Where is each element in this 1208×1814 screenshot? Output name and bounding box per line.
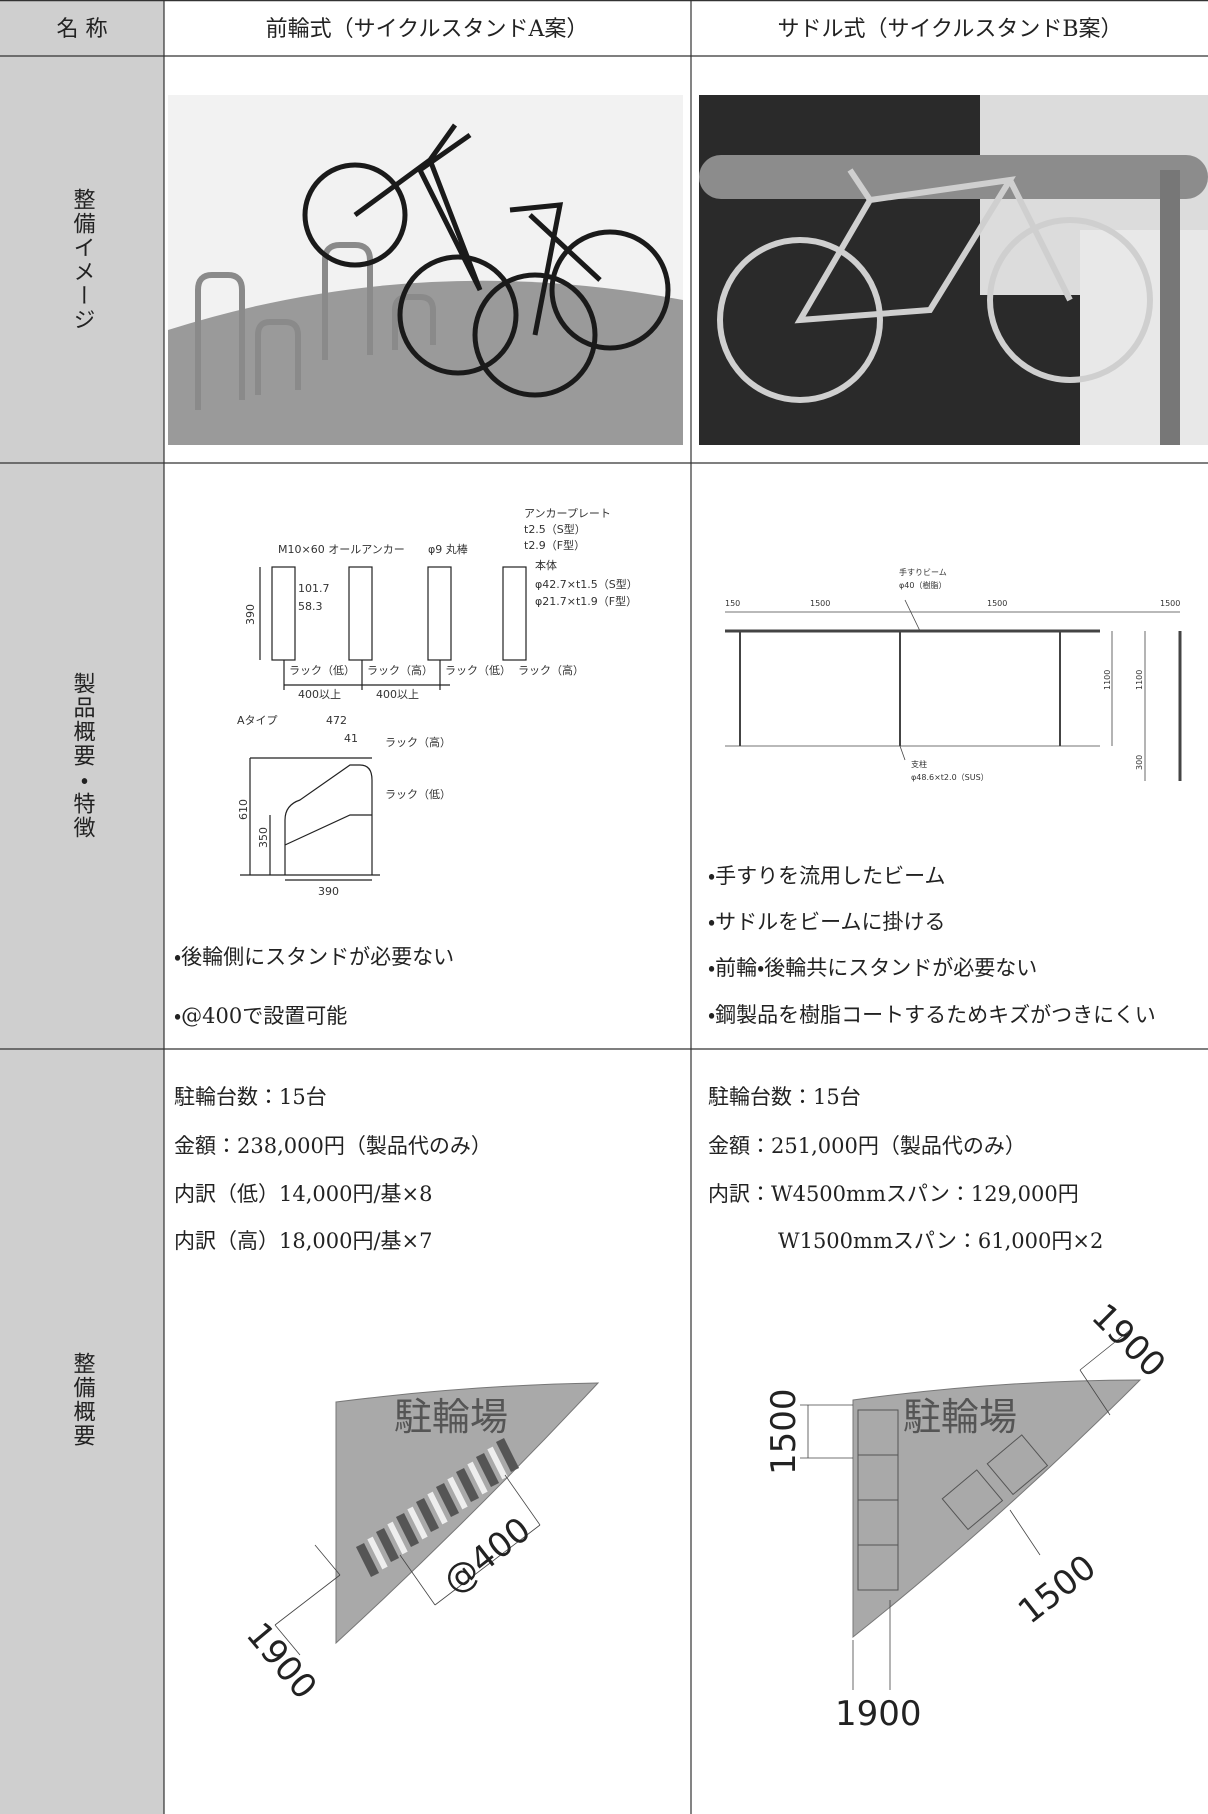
bullet: ・後輪側にスタンドが必要ない	[174, 945, 454, 969]
diagram-label: 1100	[1135, 670, 1144, 690]
diagram-label: 1500	[987, 599, 1007, 608]
diagram-label: Aタイプ	[237, 714, 278, 727]
diagram-label: 472	[326, 714, 347, 727]
plan-label: 1900	[835, 1694, 922, 1734]
plan-b	[800, 1329, 1142, 1690]
diagram-label: M10×60 オールアンカー	[278, 543, 405, 556]
diagram-label: 41	[344, 732, 358, 745]
overview-line: 内訳：W4500mmスパン：129,000円	[708, 1182, 1079, 1206]
header-col-b: サドル式（サイクルスタンドB案）	[777, 17, 1122, 42]
diagram-label: φ48.6×t2.0（SUS）	[911, 773, 989, 782]
row-label: 整備概要	[70, 1352, 96, 1448]
photo-a	[168, 95, 683, 445]
diagram-label: ラック（高）	[385, 735, 451, 749]
diagram-label: 1100	[1103, 670, 1112, 690]
diagram-label: 支柱	[911, 759, 927, 769]
plan-a	[274, 1382, 600, 1656]
diagram-label: 101.7	[298, 582, 330, 595]
row-label: 製品概要・特徴	[70, 672, 96, 840]
diagram-label: 手すりビーム	[899, 567, 947, 577]
overview-line: 内訳（高）18,000円/基×7	[174, 1229, 433, 1253]
overview-line: 金額：251,000円（製品代のみ）	[708, 1134, 1026, 1158]
diagram-label: ラック（低）	[445, 664, 511, 677]
diagram-label: 1500	[810, 599, 830, 608]
diagram-label: 400以上	[376, 688, 419, 701]
plan-title: 駐輪場	[394, 1395, 508, 1439]
overview-line: W1500mmスパン：61,000円×2	[778, 1229, 1103, 1253]
diagram-label: ラック（低）	[385, 788, 451, 801]
overview-line: 金額：238,000円（製品代のみ）	[174, 1134, 492, 1158]
plan-title: 駐輪場	[903, 1395, 1017, 1439]
plan-label: 1500	[1011, 1547, 1104, 1632]
diagram-label: 本体	[535, 558, 557, 572]
diagram-a: アンカープレート t2.5（S型） t2.9（F型） M10×60 オールアンカ…	[237, 507, 638, 898]
diagram-label: アンカープレート	[524, 507, 611, 520]
plan-label: 1900	[1084, 1296, 1173, 1385]
bullet: ・@400で設置可能	[174, 1004, 347, 1028]
diagram-label: 300	[1135, 755, 1144, 770]
diagram-b: 手すりビーム φ40（樹脂） 150 1500 1500 1500 1100 1…	[725, 567, 1182, 782]
diagram-label: 1500	[1160, 599, 1180, 608]
diagram-label: 58.3	[298, 600, 323, 613]
header-name: 名 称	[57, 17, 108, 42]
diagram-label: φ9 丸棒	[428, 543, 468, 556]
diagram-label: ラック（低）	[289, 664, 355, 677]
diagram-label: 390	[244, 604, 257, 625]
bullet: ・手すりを流用したビーム	[708, 864, 946, 888]
diagram-label: 390	[318, 885, 339, 898]
header-col-a: 前輪式（サイクルスタンドA案）	[266, 17, 589, 42]
diagram-label: φ42.7×t1.5（S型）	[535, 577, 638, 591]
bullet: ・サドルをビームに掛ける	[708, 910, 946, 934]
photo-b	[699, 95, 1208, 445]
diagram-label: ラック（高）	[518, 663, 584, 677]
overview-line: 内訳（低）14,000円/基×8	[174, 1182, 433, 1206]
diagram-label: φ40（樹脂）	[899, 580, 946, 590]
diagram-label: 350	[257, 827, 270, 848]
bullet: ・鋼製品を樹脂コートするためキズがつきにくい	[708, 1003, 1156, 1027]
overview-line: 駐輪台数：15台	[708, 1085, 861, 1109]
plan-label: 1500	[764, 1388, 804, 1475]
diagram-label: 150	[725, 599, 740, 608]
diagram-label: φ21.7×t1.9（F型）	[535, 594, 637, 608]
plan-label: 1900	[238, 1615, 324, 1707]
diagram-label: t2.9（F型）	[524, 538, 585, 552]
bullet: ・前輪・後輪共にスタンドが必要ない	[708, 956, 1037, 980]
overview-line: 駐輪台数：15台	[174, 1085, 327, 1109]
diagram-label: t2.5（S型）	[524, 522, 586, 536]
diagram-label: ラック（高）	[367, 663, 433, 677]
row-label: 整備イメージ	[70, 188, 96, 332]
label-column	[0, 0, 164, 1814]
diagram-label: 610	[237, 799, 250, 820]
diagram-label: 400以上	[298, 688, 341, 701]
